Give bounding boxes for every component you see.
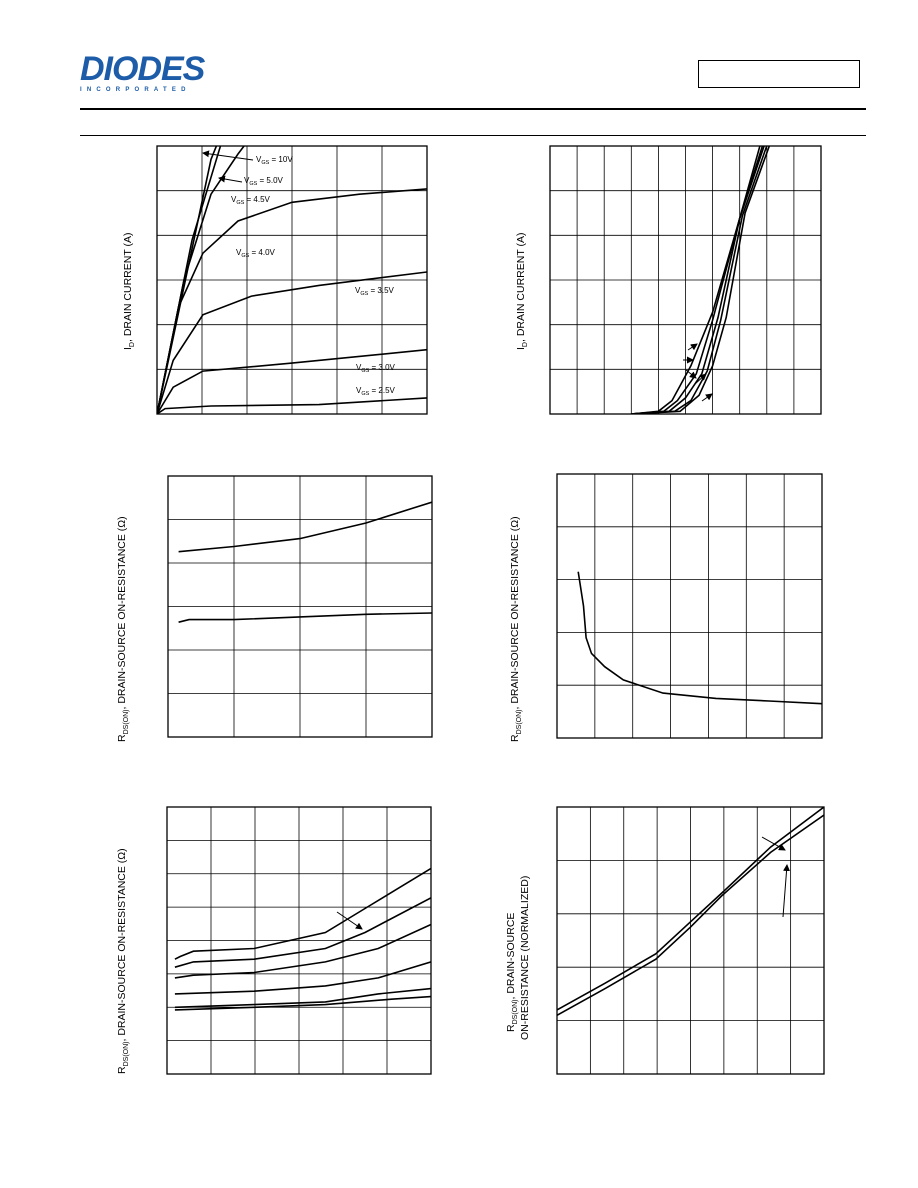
series-line-1 — [174, 867, 431, 960]
chart-4 — [556, 473, 823, 739]
chart-2-ylabel-sub: D — [522, 342, 530, 348]
chart-3-ylabel-sub: DS(ON) — [123, 709, 131, 735]
chart-1-ylabel-prefix: I — [122, 347, 134, 350]
series-line-2 — [178, 612, 432, 623]
chart-3-ylabel: RDS(ON), DRAIN-SOURCE ON-RESISTANCE (Ω) — [116, 516, 130, 742]
chart-6-ylabel-prefix: R — [505, 1024, 517, 1032]
chart-1-ylabel-rest: , DRAIN CURRENT (A) — [122, 232, 134, 343]
chart-3 — [167, 475, 433, 738]
chart-2 — [549, 145, 822, 415]
chart-4-ylabel-rest: , DRAIN-SOURCE ON-RESISTANCE (Ω) — [509, 516, 521, 710]
plot-frame — [549, 145, 822, 415]
chart-4-ylabel-sub: DS(ON) — [516, 709, 524, 735]
chart-5-ylabel-rest: , DRAIN-SOURCE ON-RESISTANCE (Ω) — [116, 848, 128, 1042]
label-arrow — [694, 373, 707, 385]
label-arrow — [761, 836, 786, 851]
chart-2-ylabel: ID, DRAIN CURRENT (A) — [515, 233, 529, 350]
series-line-4 — [157, 188, 427, 414]
plot-frame — [556, 806, 825, 1075]
chart-6-ylabel-sub: DS(ON) — [512, 999, 520, 1025]
chart-6-ylabel-line2: ON-RESISTANCE (NORMALIZED) — [519, 875, 532, 1040]
chart-6-ylabel-rest: , DRAIN-SOURCE — [505, 912, 517, 1000]
label-arrow — [202, 150, 254, 161]
plot-frame — [156, 145, 428, 415]
plot-frame — [166, 806, 432, 1075]
label-arrow — [687, 343, 698, 351]
series-line-4 — [631, 146, 768, 414]
label-arrow — [685, 369, 697, 379]
label-arrow — [218, 175, 243, 183]
chart-4-ylabel: RDS(ON), DRAIN-SOURCE ON-RESISTANCE (Ω) — [509, 516, 523, 742]
chart-5-ylabel-prefix: R — [116, 1066, 128, 1074]
series-label-1: VGS = 10V — [256, 155, 293, 166]
header-rule-secondary — [80, 135, 866, 136]
chart-2-ylabel-prefix: I — [515, 347, 527, 350]
part-number-box — [698, 60, 860, 88]
series-label-6: VGS = 3.0V — [356, 363, 396, 374]
header-rule — [80, 108, 866, 110]
chart-1-ylabel: ID, DRAIN CURRENT (A) — [122, 233, 136, 350]
logo-subtext: INCORPORATED — [80, 87, 191, 93]
series-line-2 — [174, 897, 431, 968]
series-line-3 — [174, 923, 431, 979]
chart-5-ylabel: RDS(ON), DRAIN-SOURCE ON-RESISTANCE (Ω) — [116, 848, 130, 1074]
plot-frame — [556, 473, 823, 739]
chart-5-ylabel-sub: DS(ON) — [123, 1041, 131, 1067]
logo-wordmark: DIODES — [80, 50, 205, 88]
diodes-logo: DIODES INCORPORATED — [80, 52, 240, 96]
series-label-5: VGS = 3.5V — [355, 286, 395, 297]
chart-1: VGS = 10V VGS = 5.0V VGS = 4.5V VGS = 4.0V V… — [156, 145, 428, 415]
series-line-2 — [631, 146, 764, 414]
series-line-6 — [157, 348, 427, 414]
series-line-2 — [157, 146, 222, 414]
series-line-7 — [157, 397, 427, 414]
series-line-3 — [157, 146, 246, 414]
chart-6-ylabel: RDS(ON), DRAIN-SOURCE ON-RESISTANCE (NOR… — [505, 876, 531, 1040]
series-label-2: VGS = 5.0V — [244, 176, 284, 187]
chart-3-ylabel-rest: , DRAIN-SOURCE ON-RESISTANCE (Ω) — [116, 516, 128, 710]
chart-5 — [166, 806, 432, 1075]
label-arrow — [701, 393, 713, 402]
series-line-5 — [157, 271, 427, 414]
plot-frame — [167, 475, 433, 738]
series-line-1 — [157, 146, 218, 414]
chart-6 — [556, 806, 825, 1075]
series-label-4: VGS = 4.0V — [236, 248, 276, 259]
chart-3-ylabel-prefix: R — [116, 734, 128, 742]
series-line-5 — [174, 987, 431, 1009]
chart-1-ylabel-sub: D — [129, 342, 137, 348]
series-line-6 — [174, 995, 431, 1011]
label-arrow — [336, 911, 363, 930]
series-line-4 — [174, 961, 431, 995]
series-line-3 — [631, 146, 765, 414]
series-label-7: VGS = 2.5V — [356, 386, 396, 397]
series-line-2 — [557, 814, 824, 1016]
series-line-1 — [557, 807, 824, 1011]
chart-2-ylabel-rest: , DRAIN CURRENT (A) — [515, 232, 527, 343]
chart-4-ylabel-prefix: R — [509, 734, 521, 742]
series-line-1 — [178, 501, 432, 553]
series-line-1 — [577, 571, 822, 705]
series-line-5 — [631, 146, 771, 414]
series-label-3: VGS = 4.5V — [231, 195, 271, 206]
label-arrow — [782, 864, 791, 918]
